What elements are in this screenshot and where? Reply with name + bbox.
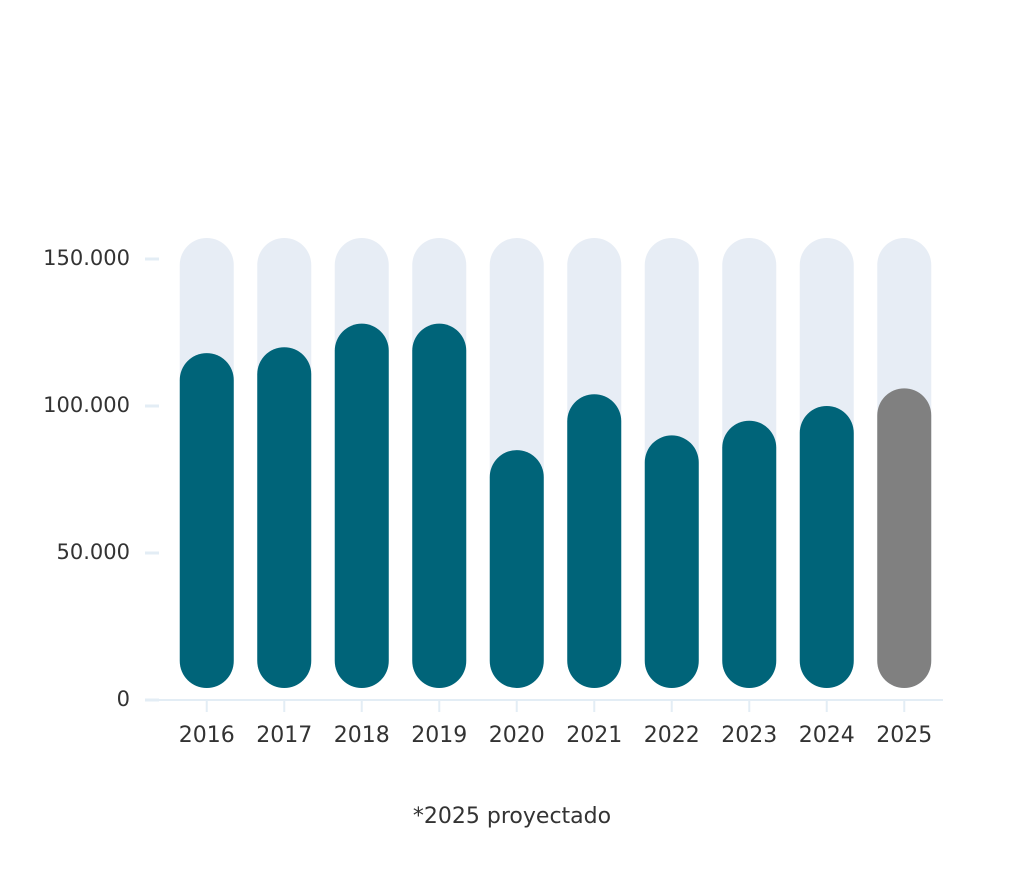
y-tick-label: 150.000 bbox=[43, 246, 130, 270]
bar bbox=[877, 388, 932, 688]
y-tick-label: 0 bbox=[117, 687, 130, 711]
bar bbox=[412, 323, 467, 688]
x-tick-label: 2018 bbox=[334, 723, 390, 748]
bar bbox=[179, 353, 234, 688]
x-tick-label: 2022 bbox=[644, 723, 700, 748]
x-tick-label: 2017 bbox=[256, 723, 312, 748]
bar bbox=[334, 323, 389, 688]
bar bbox=[567, 394, 622, 688]
x-tick-label: 2025 bbox=[876, 723, 932, 748]
y-tick-label: 100.000 bbox=[43, 393, 130, 417]
y-tick-label: 50.000 bbox=[57, 540, 130, 564]
bar bbox=[722, 420, 777, 688]
x-tick-label: 2016 bbox=[179, 723, 235, 748]
bar bbox=[489, 450, 544, 688]
footnote: *2025 proyectado bbox=[413, 804, 611, 829]
bar bbox=[257, 347, 312, 688]
bar bbox=[644, 435, 699, 688]
x-tick-label: 2023 bbox=[721, 723, 777, 748]
x-tick-label: 2019 bbox=[411, 723, 467, 748]
bar bbox=[799, 406, 854, 688]
x-tick-label: 2024 bbox=[799, 723, 855, 748]
x-tick-label: 2020 bbox=[489, 723, 545, 748]
x-tick-label: 2021 bbox=[566, 723, 622, 748]
